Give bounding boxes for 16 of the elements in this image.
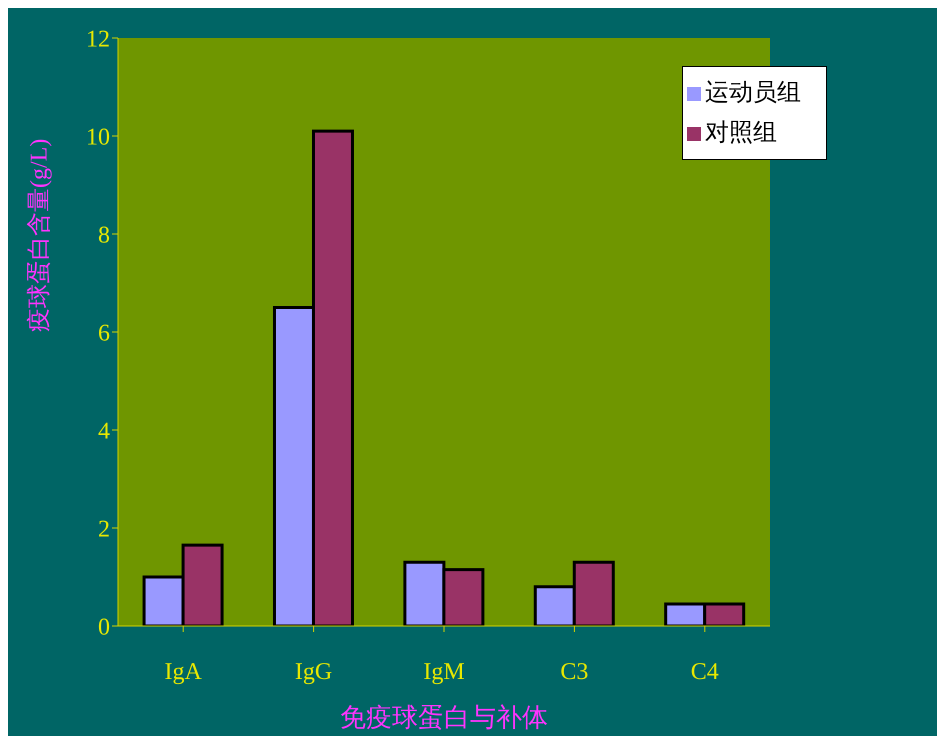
x-tick-label: IgM — [423, 659, 465, 686]
y-tick-label: 4 — [98, 418, 110, 445]
y-tick-label: 8 — [98, 222, 110, 249]
x-tick-label: C4 — [690, 659, 719, 686]
legend-label: 对照组 — [705, 120, 777, 146]
y-tick-label: 0 — [98, 614, 110, 641]
x-tick-label: C3 — [560, 659, 588, 686]
y-axis-title: 疫球蛋白含量(g/L) — [26, 138, 53, 332]
x-axis-title: 免疫球蛋白与补体 — [340, 703, 548, 732]
x-tick-label: IgA — [164, 659, 203, 686]
y-tick-label: 12 — [86, 26, 110, 53]
y-tick-label: 2 — [98, 516, 110, 543]
legend-label: 运动员组 — [705, 80, 801, 106]
x-tick-label: IgG — [294, 659, 332, 686]
y-tick-label: 6 — [98, 320, 110, 347]
y-tick-label: 10 — [86, 124, 110, 151]
